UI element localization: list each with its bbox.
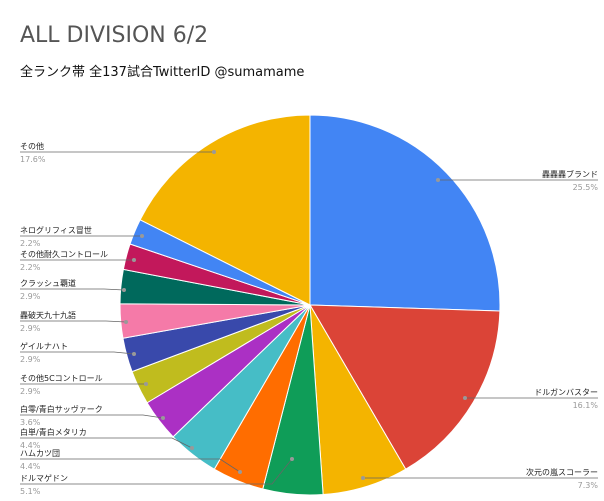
pie-slice	[309, 114, 501, 312]
slice-value: 17.6%	[20, 155, 46, 164]
slice-label: 白単/青白メタリカ	[20, 427, 87, 437]
slice-value: 16.1%	[573, 401, 599, 410]
slice-value: 2.2%	[20, 263, 41, 272]
slice-value: 2.9%	[20, 292, 41, 301]
slice-label: 轟轟轟ブランド	[542, 169, 598, 179]
slice-label: ドルガンバスター	[534, 387, 598, 397]
slice-value: 5.1%	[20, 487, 41, 496]
slice-value: 2.9%	[20, 324, 41, 333]
chart-subtitle: 全ランク帯 全137試合TwitterID @sumamame	[20, 64, 304, 80]
leader-dot	[212, 150, 216, 154]
slice-value: 4.4%	[20, 441, 41, 450]
leader-dot	[290, 457, 294, 461]
leader-dot	[361, 476, 365, 480]
slice-label: その他5Cコントロール	[20, 373, 103, 383]
slice-label: その他耐久コントロール	[20, 249, 108, 259]
slice-value: 2.2%	[20, 239, 41, 248]
leader-dot	[144, 382, 148, 386]
leader-dot	[161, 416, 165, 420]
slice-value: 25.5%	[573, 183, 599, 192]
leader-dot	[124, 320, 128, 324]
slice-value: 3.6%	[20, 418, 41, 427]
slice-label: 轟破天九十九語	[20, 310, 76, 320]
slice-label: ゲイルナハト	[20, 341, 68, 351]
slice-label: ドルマゲドン	[20, 473, 68, 483]
chart-title: ALL DIVISION 6/2	[20, 23, 208, 48]
slice-value: 2.9%	[20, 387, 41, 396]
leader-dot	[463, 396, 467, 400]
leader-line	[20, 288, 125, 291]
slice-label: 次元の嵐スコーラー	[526, 467, 598, 477]
pie-slice	[139, 114, 311, 306]
leader-dot	[132, 352, 136, 356]
slice-value: 2.9%	[20, 355, 41, 364]
slice-label: クラッシュ覇道	[20, 278, 76, 288]
leader-dot	[122, 288, 126, 292]
pie-slice	[309, 304, 501, 470]
leader-dot	[238, 470, 242, 474]
leader-line	[20, 414, 164, 419]
slice-label: 白零/青白サッヴァーク	[20, 404, 103, 414]
slice-value: 7.3%	[578, 481, 599, 490]
slice-value: 4.4%	[20, 462, 41, 471]
slice-label: ネログリフィス冒世	[20, 225, 92, 235]
leader-dot	[436, 178, 440, 182]
slice-label: その他	[20, 141, 44, 151]
leader-line	[20, 437, 193, 449]
leader-dot	[190, 446, 194, 450]
leader-dot	[132, 258, 136, 262]
leader-line	[20, 320, 127, 323]
leader-line	[20, 351, 135, 355]
slice-label: ハムカツ団	[20, 449, 60, 458]
leader-line	[20, 458, 293, 485]
leader-line	[20, 458, 241, 473]
leader-dot	[140, 234, 144, 238]
